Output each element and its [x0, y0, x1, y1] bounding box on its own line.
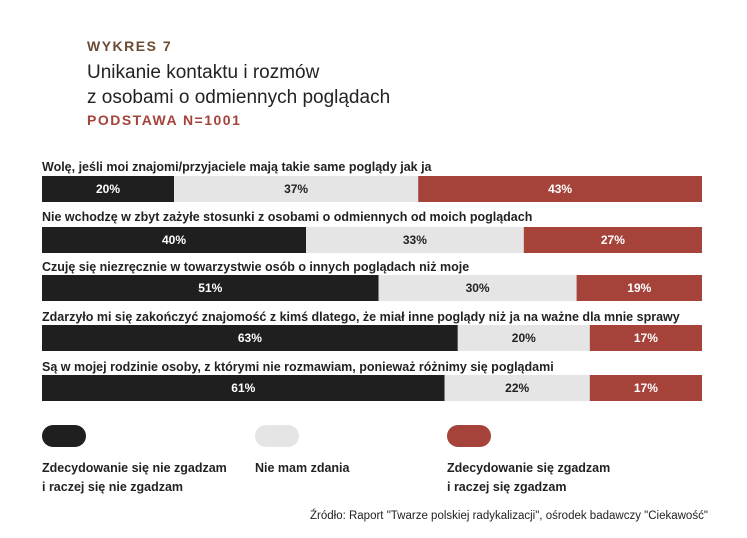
data-label-neutral: 33%	[403, 233, 427, 247]
data-label-agree: 17%	[634, 331, 658, 345]
chart-title: Unikanie kontaktu i rozmów z osobami o o…	[87, 60, 507, 110]
data-label-neutral: 22%	[505, 381, 529, 395]
bar-segment-disagree	[42, 375, 445, 401]
bar-segment-disagree	[42, 227, 306, 253]
data-label-neutral: 30%	[466, 281, 490, 295]
data-label-disagree: 40%	[162, 233, 186, 247]
bar-segment-agree	[589, 325, 702, 351]
bar-segment-neutral	[444, 375, 590, 401]
source-note: Źródło: Raport "Twarze polskiej radykali…	[310, 510, 708, 522]
legend-label-neutral: Nie mam zdania	[255, 461, 350, 475]
bar-segment-neutral	[174, 176, 419, 202]
data-label-disagree: 61%	[231, 381, 255, 395]
data-label-disagree: 51%	[198, 281, 222, 295]
stacked-bar-chart: Wolę, jeśli moi znajomi/przyjaciele mają…	[42, 160, 702, 401]
statement-label: Nie wchodzę w zbyt zażyłe stosunki z oso…	[42, 210, 532, 224]
data-label-disagree: 20%	[96, 182, 120, 196]
bar-segment-neutral	[306, 227, 524, 253]
data-label-neutral: 37%	[284, 182, 308, 196]
legend-swatch-agree	[447, 425, 491, 447]
statement-label: Wolę, jeśli moi znajomi/przyjaciele mają…	[42, 160, 433, 174]
bar-segment-disagree	[42, 275, 379, 301]
legend-label-agree: Zdecydowanie się zgadzam i raczej się zg…	[447, 461, 611, 494]
data-label-neutral: 20%	[512, 331, 536, 345]
data-label-disagree: 63%	[238, 331, 262, 345]
chart-title-line-1: Unikanie kontaktu i rozmów	[87, 62, 320, 83]
bar-segment-disagree	[42, 176, 174, 202]
data-label-agree: 17%	[634, 381, 658, 395]
statement-label: Czuję się niezręcznie w towarzystwie osó…	[42, 260, 469, 274]
legend-swatch-disagree	[42, 425, 86, 447]
statement-label: Są w mojej rodzinie osoby, z którymi nie…	[42, 360, 554, 374]
data-label-agree: 43%	[548, 182, 572, 196]
bar-segment-neutral	[457, 325, 590, 351]
bar-segment-agree	[523, 227, 702, 253]
bar-segment-neutral	[378, 275, 577, 301]
sample-size: PODSTAWA N=1001	[87, 112, 242, 128]
bar-segment-agree	[589, 375, 702, 401]
legend-swatch-neutral	[255, 425, 299, 447]
bar-segment-agree	[576, 275, 702, 301]
chart-title-line-2: z osobami o odmiennych poglądach	[87, 87, 391, 108]
statement-label: Zdarzyło mi się zakończyć znajomość z ki…	[42, 310, 680, 324]
legend-label-disagree: Zdecydowanie się nie zgadzam i raczej si…	[42, 461, 227, 494]
data-label-agree: 27%	[601, 233, 625, 247]
chart-label: WYKRES 7	[87, 38, 173, 54]
data-label-agree: 19%	[627, 281, 651, 295]
bar-segment-agree	[418, 176, 702, 202]
bar-segment-disagree	[42, 325, 458, 351]
